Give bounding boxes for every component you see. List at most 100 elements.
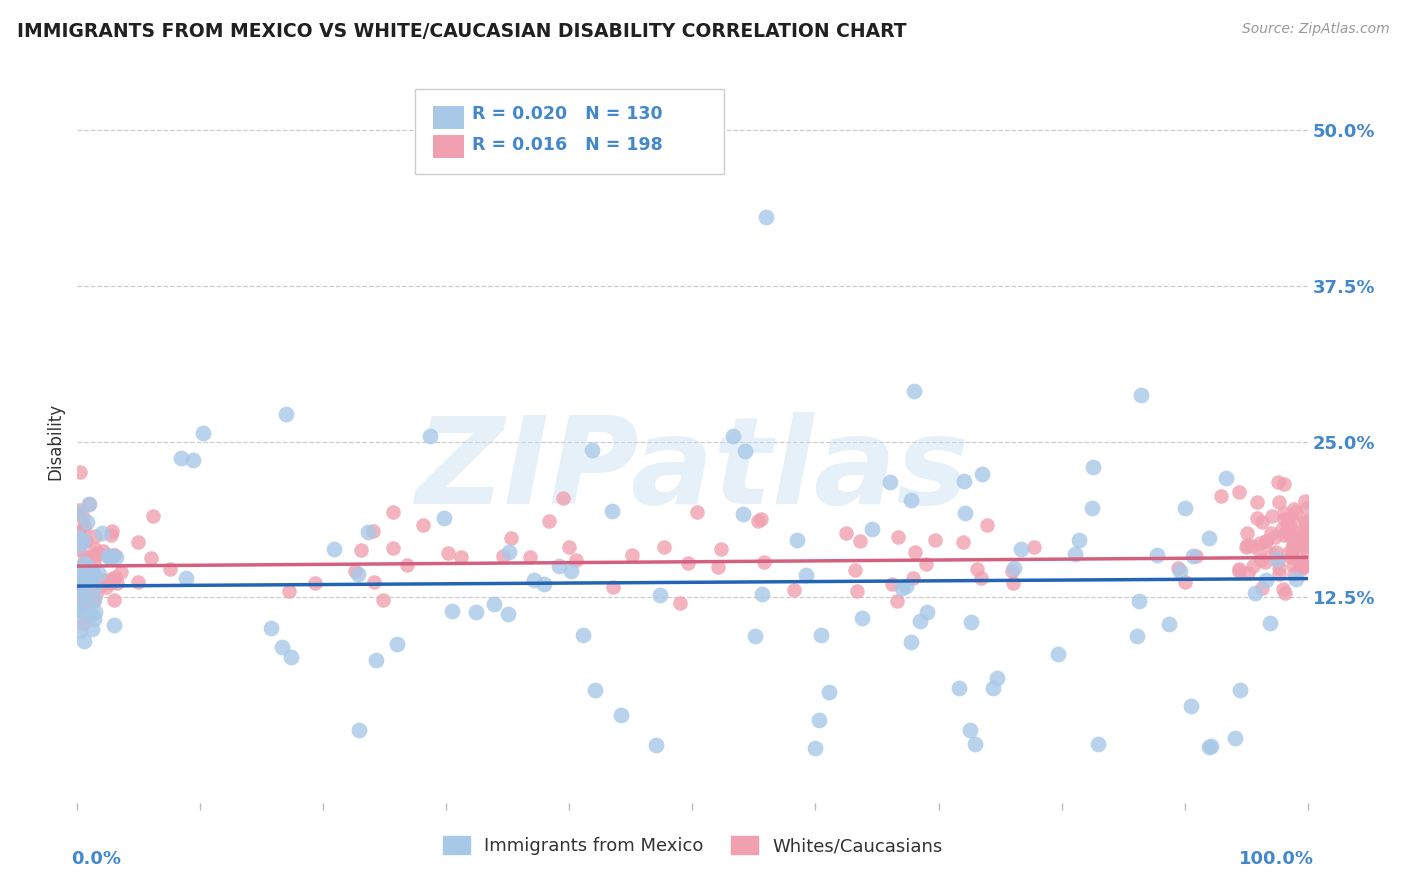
Point [69, 465, 91, 479]
Point [193, 426, 215, 441]
Point [1185, 549, 1208, 563]
Point [583, 683, 606, 698]
Point [67, 534, 90, 549]
Point [1249, 536, 1271, 550]
Point [1267, 495, 1289, 509]
Point [1064, 547, 1087, 561]
Point [76, 595, 98, 609]
Point [1288, 526, 1310, 541]
Point [101, 524, 124, 538]
Point [170, 451, 193, 466]
Point [83, 556, 105, 570]
Point [571, 628, 593, 642]
Point [77, 571, 100, 585]
Point [1272, 506, 1295, 520]
Point [1087, 737, 1109, 751]
Point [1253, 555, 1275, 569]
Point [1081, 500, 1104, 515]
Point [90, 525, 112, 540]
Point [564, 553, 586, 567]
Point [419, 428, 441, 442]
Point [440, 603, 463, 617]
Point [1296, 542, 1319, 557]
Point [83, 612, 105, 626]
Point [523, 573, 546, 587]
Point [1047, 647, 1070, 661]
Point [1291, 561, 1313, 575]
Point [1247, 543, 1270, 558]
Point [710, 542, 733, 557]
Point [70, 567, 93, 582]
Point [412, 517, 434, 532]
Point [70, 584, 93, 599]
Point [1198, 531, 1220, 545]
Point [67, 568, 90, 582]
Point [73, 576, 96, 591]
Point [84, 570, 107, 584]
Point [860, 522, 883, 536]
Point [73, 633, 96, 648]
Point [1295, 500, 1317, 515]
Point [1236, 525, 1258, 540]
Point [1265, 552, 1288, 566]
Point [879, 475, 901, 490]
Point [533, 576, 555, 591]
Point [786, 533, 808, 548]
Point [69, 539, 91, 553]
Point [67, 572, 90, 586]
Point [90, 577, 112, 591]
Point [100, 528, 122, 542]
Point [903, 571, 925, 585]
Point [953, 506, 976, 520]
Point [72, 616, 94, 631]
Point [891, 581, 914, 595]
Point [845, 583, 868, 598]
Point [1295, 526, 1317, 541]
Point [67, 503, 90, 517]
Point [1274, 528, 1296, 542]
Point [882, 577, 904, 591]
Point [1198, 740, 1220, 755]
Point [91, 573, 114, 587]
Point [1174, 574, 1197, 589]
Point [181, 453, 204, 467]
Point [73, 554, 96, 568]
Point [1199, 739, 1222, 754]
Point [350, 543, 373, 558]
Point [323, 542, 346, 557]
Point [139, 550, 162, 565]
Point [896, 579, 918, 593]
Point [464, 605, 486, 619]
Point [76, 566, 98, 581]
Point [900, 635, 922, 649]
Point [755, 211, 778, 225]
Point [983, 681, 1005, 696]
Point [1236, 538, 1258, 552]
Point [346, 567, 368, 582]
Point [83, 528, 105, 542]
Point [277, 583, 299, 598]
Point [1234, 540, 1257, 554]
Point [794, 567, 817, 582]
Point [558, 540, 581, 554]
Point [67, 587, 90, 601]
Point [1288, 559, 1310, 574]
Point [851, 611, 873, 625]
Point [1281, 540, 1303, 554]
Point [66, 533, 89, 548]
Point [848, 533, 870, 548]
Text: 0.0%: 0.0% [72, 850, 121, 868]
Point [970, 467, 993, 482]
Point [1002, 561, 1025, 575]
Point [82, 566, 104, 580]
Point [1281, 544, 1303, 558]
Point [1254, 534, 1277, 549]
Point [1267, 554, 1289, 568]
Point [1296, 535, 1319, 549]
Legend: Immigrants from Mexico, Whites/Caucasians: Immigrants from Mexico, Whites/Caucasian… [436, 829, 949, 863]
Point [1289, 531, 1312, 545]
Point [1260, 526, 1282, 541]
Point [482, 597, 505, 611]
Point [1277, 545, 1299, 559]
Point [560, 564, 582, 578]
